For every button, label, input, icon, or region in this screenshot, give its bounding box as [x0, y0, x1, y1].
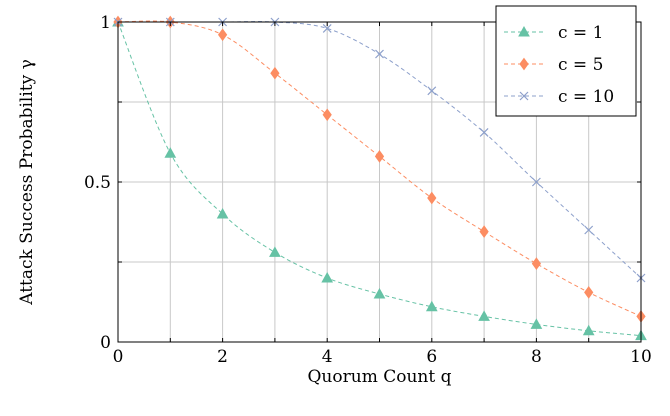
legend-marker — [518, 25, 530, 37]
data-point — [373, 287, 386, 299]
cross-stroke — [479, 127, 489, 137]
data-point — [479, 225, 489, 238]
legend-item: c = 5 — [504, 55, 603, 75]
data-point — [321, 271, 334, 283]
x-tick-label: 0 — [113, 347, 124, 367]
x-tick-label: 10 — [630, 347, 652, 367]
data-point — [478, 310, 490, 321]
series-line — [117, 20, 642, 317]
data-point — [530, 318, 543, 329]
y-tick-label: 0.5 — [84, 173, 111, 193]
legend: c = 1 c = 5 c = 10 — [495, 5, 637, 117]
data-point — [582, 324, 595, 336]
cross-stroke — [322, 23, 332, 33]
y-tick-label: 1 — [100, 13, 111, 33]
cross-stroke — [531, 177, 541, 187]
series-line — [117, 21, 642, 337]
y-tick-label: 0 — [100, 333, 111, 353]
data-point — [427, 86, 437, 96]
data-point — [531, 177, 541, 187]
data-point — [374, 150, 385, 163]
cross-stroke — [375, 49, 384, 59]
legend-marker — [519, 57, 529, 71]
legend-label: c = 5 — [558, 55, 603, 75]
data-point — [584, 225, 594, 235]
data-point — [217, 28, 228, 42]
x-tick-label: 6 — [426, 347, 437, 367]
data-point — [269, 246, 281, 257]
x-axis-label: Quorum Count q — [308, 367, 452, 387]
cross-stroke — [427, 86, 437, 96]
data-point — [270, 66, 280, 80]
x-tick-label: 2 — [217, 347, 228, 367]
legend-label: c = 1 — [558, 23, 603, 43]
axis-ticks: 0 2 4 6 8 10 0 0.5 1 — [84, 13, 652, 367]
legend-item: c = 1 — [504, 23, 603, 43]
data-point — [584, 286, 594, 299]
data-point — [427, 191, 437, 205]
legend-box — [495, 5, 637, 117]
data-point — [322, 108, 332, 122]
data-point — [322, 23, 332, 33]
x-tick-label: 4 — [322, 347, 333, 367]
y-axis-label: Attack Success Probability γ — [17, 59, 37, 306]
cross-stroke — [584, 225, 594, 235]
data-point — [375, 49, 384, 59]
data-point — [531, 257, 542, 270]
data-point — [216, 207, 229, 219]
data-point — [164, 147, 177, 158]
x-tick-label: 8 — [531, 347, 542, 367]
legend-item: c = 10 — [504, 87, 614, 107]
legend-label: c = 10 — [558, 87, 614, 107]
data-point — [479, 127, 489, 137]
data-point — [425, 300, 438, 312]
cross-stroke — [519, 91, 529, 101]
legend-marker — [519, 91, 529, 101]
